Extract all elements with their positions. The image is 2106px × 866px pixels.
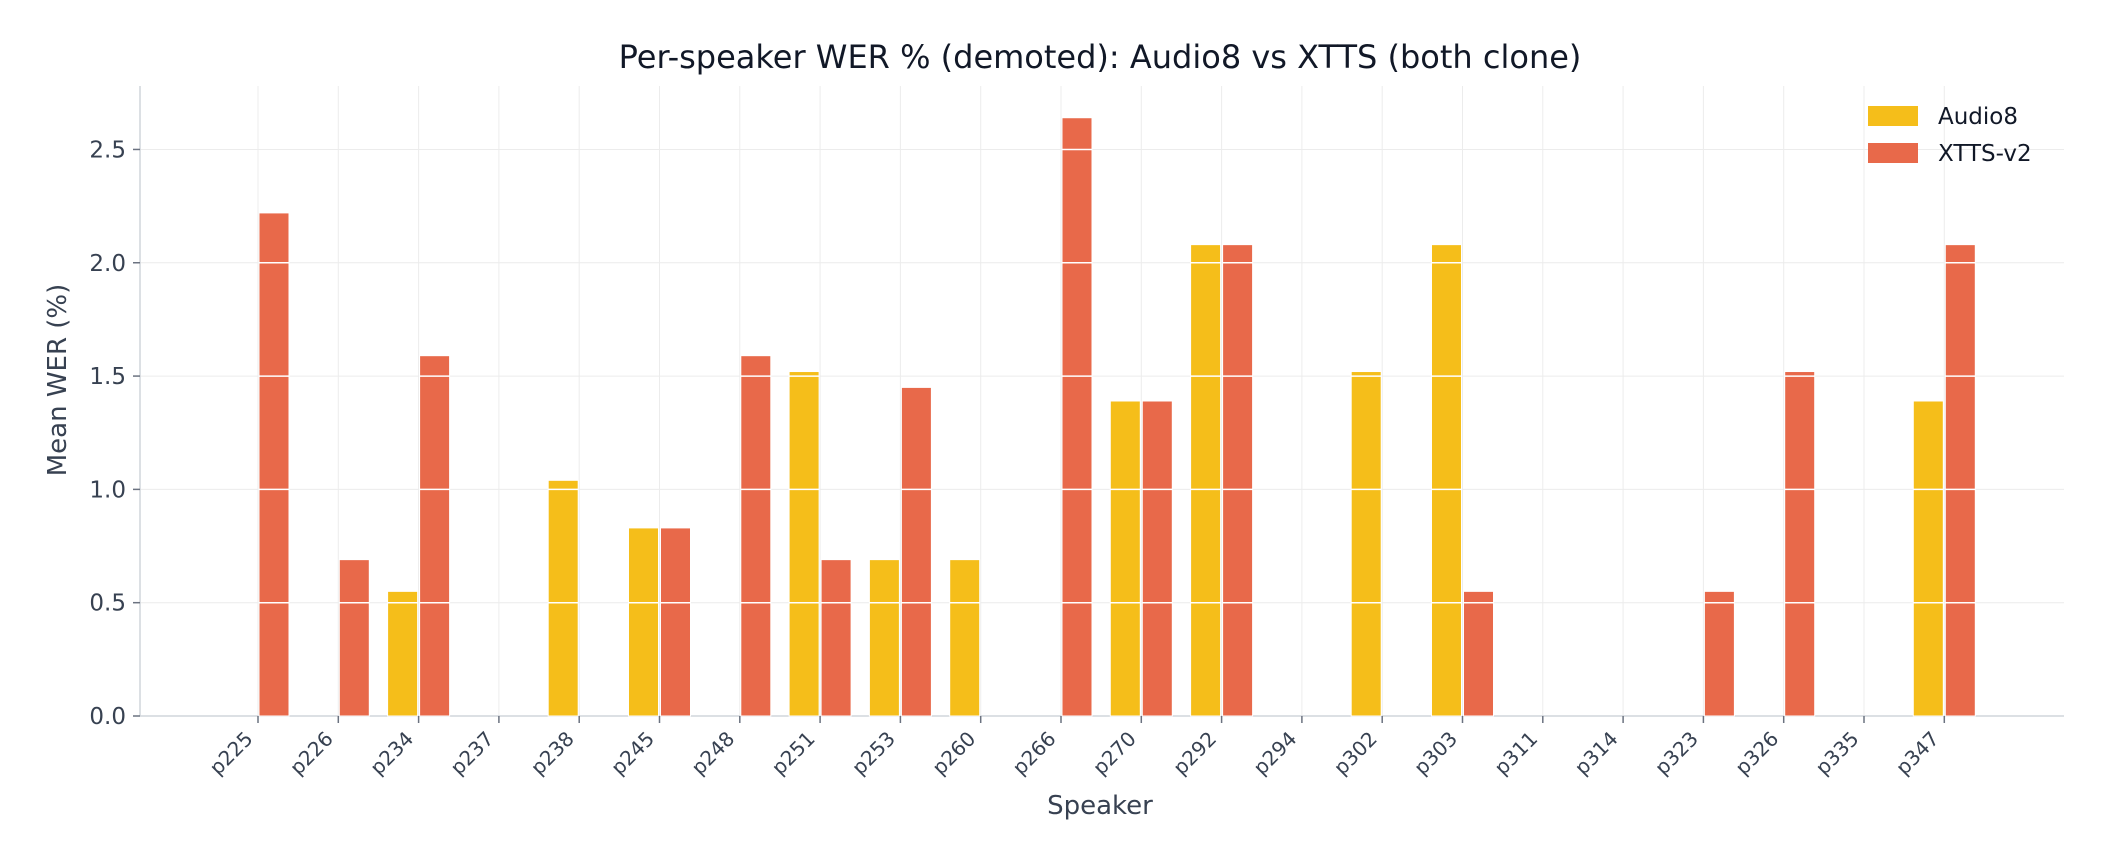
- bar-audio8-p245: [628, 527, 659, 717]
- bar-xtts-v2-p253: [900, 386, 932, 717]
- y-ticks: 0.0 0.5 1.0 1.5 2.0 2.5: [89, 137, 140, 730]
- bar-xtts-v2-p225: [258, 212, 290, 717]
- bar-audio8-p253: [868, 559, 900, 717]
- x-ticks: p225 p226 p234 p237 p238 p245 p248 p251 p253 p260…: [205, 716, 1946, 780]
- x-tick-label: p303: [1409, 727, 1462, 780]
- x-tick-label: p226: [285, 727, 338, 780]
- bar-xtts-v2-p226: [338, 559, 370, 717]
- bar-xtts-v2-p303: [1463, 590, 1494, 717]
- x-tick-label: p248: [686, 727, 739, 780]
- bar-xtts-v2-p347: [1944, 244, 1976, 717]
- axes: [139, 86, 2064, 717]
- bar-xtts-v2-p248: [740, 355, 772, 717]
- bar-xtts-v2-p323: [1703, 590, 1735, 717]
- bar-xtts-v2-p251: [820, 559, 852, 717]
- bar-audio8-p292: [1190, 244, 1222, 717]
- y-tick-label: 0.0: [89, 704, 126, 730]
- bar-xtts-v2-p245: [660, 527, 691, 717]
- x-tick-label: p245: [606, 727, 659, 780]
- x-tick-label: p311: [1489, 727, 1542, 780]
- x-tick-label: p251: [767, 727, 820, 780]
- x-tick-label: p266: [1008, 727, 1061, 780]
- bar-xtts-v2-p326: [1784, 371, 1816, 717]
- chart-title: Per-speaker WER % (demoted): Audio8 vs X…: [619, 38, 1582, 76]
- bar-xtts-v2-p266: [1061, 117, 1093, 717]
- bar-audio8-p303: [1431, 244, 1462, 717]
- legend-label: Audio8: [1938, 104, 2018, 130]
- x-tick-label: p323: [1650, 727, 1703, 780]
- legend-label: XTTS-v2: [1938, 141, 2032, 167]
- x-axis-label: Speaker: [1047, 791, 1153, 821]
- x-tick-label: p302: [1329, 727, 1382, 780]
- grid: [140, 86, 2064, 717]
- y-axis-label: Mean WER (%): [43, 284, 73, 477]
- legend: Audio8 XTTS-v2: [1868, 104, 2032, 167]
- bar-audio8-p270: [1109, 400, 1141, 717]
- bar-xtts-v2-p270: [1141, 400, 1173, 717]
- x-tick-label: p270: [1088, 727, 1141, 780]
- legend-swatch: [1868, 143, 1918, 163]
- bar-audio8-p347: [1912, 400, 1944, 717]
- x-tick-label: p225: [205, 727, 258, 780]
- y-tick-label: 2.0: [89, 251, 126, 277]
- legend-swatch: [1868, 106, 1918, 126]
- x-tick-label: p253: [847, 727, 900, 780]
- y-tick-label: 0.5: [89, 591, 126, 617]
- x-tick-label: p234: [365, 727, 418, 780]
- bar-audio8-p260: [949, 559, 981, 717]
- x-tick-label: p294: [1248, 727, 1301, 780]
- x-tick-label: p260: [927, 727, 980, 780]
- bar-audio8-p238: [547, 479, 579, 717]
- bar-xtts-v2-p292: [1222, 244, 1254, 717]
- y-tick-label: 2.5: [89, 137, 126, 163]
- x-tick-label: p347: [1891, 727, 1944, 780]
- x-tick-label: p326: [1730, 727, 1783, 780]
- y-tick-label: 1.5: [89, 364, 126, 390]
- x-tick-label: p314: [1570, 727, 1623, 780]
- x-tick-label: p237: [445, 727, 498, 780]
- x-tick-label: p238: [526, 727, 579, 780]
- bar-audio8-p251: [788, 371, 820, 717]
- x-tick-label: p292: [1168, 727, 1221, 780]
- y-tick-label: 1.0: [89, 477, 126, 503]
- bar-audio8-p302: [1350, 371, 1382, 717]
- x-tick-label: p335: [1811, 727, 1864, 780]
- bars: [258, 117, 1976, 717]
- bar-audio8-p234: [387, 590, 419, 717]
- bar-xtts-v2-p234: [419, 355, 451, 717]
